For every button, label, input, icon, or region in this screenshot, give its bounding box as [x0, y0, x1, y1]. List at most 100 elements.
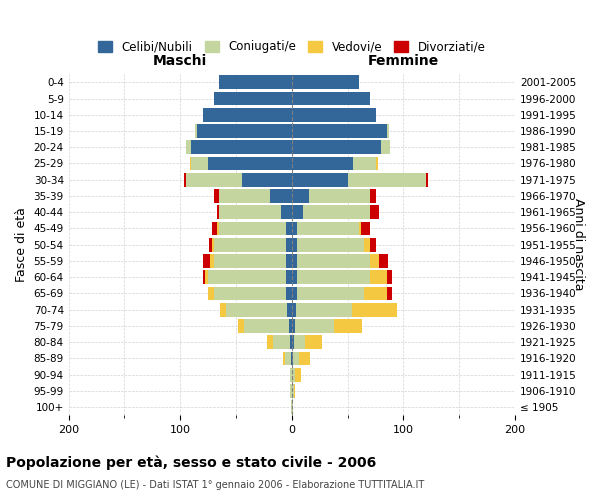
Bar: [290, 336, 292, 349]
Bar: [186, 173, 242, 186]
Bar: [208, 270, 286, 284]
Bar: [370, 206, 379, 219]
Bar: [291, 352, 292, 366]
Text: Maschi: Maschi: [153, 54, 208, 68]
Bar: [296, 303, 352, 316]
Bar: [308, 189, 370, 203]
Bar: [364, 238, 370, 252]
Bar: [191, 140, 292, 154]
Bar: [211, 254, 214, 268]
Bar: [283, 352, 285, 366]
Bar: [370, 238, 376, 252]
Bar: [298, 238, 364, 252]
Bar: [197, 124, 292, 138]
Bar: [286, 222, 292, 235]
Bar: [292, 238, 298, 252]
Bar: [387, 270, 392, 284]
Bar: [361, 222, 370, 235]
Bar: [203, 270, 205, 284]
Bar: [217, 222, 220, 235]
Bar: [381, 140, 390, 154]
Bar: [287, 303, 292, 316]
Bar: [292, 319, 295, 333]
Bar: [387, 124, 389, 138]
Bar: [299, 352, 310, 366]
Bar: [220, 189, 269, 203]
Bar: [208, 156, 292, 170]
Bar: [292, 206, 303, 219]
Bar: [426, 173, 428, 186]
Bar: [195, 124, 197, 138]
Bar: [186, 140, 191, 154]
Bar: [290, 384, 292, 398]
Bar: [291, 400, 292, 414]
Bar: [292, 140, 381, 154]
Bar: [290, 368, 292, 382]
Bar: [298, 270, 370, 284]
Bar: [205, 270, 208, 284]
Bar: [305, 336, 322, 349]
Bar: [212, 238, 214, 252]
Y-axis label: Anni di nascita: Anni di nascita: [572, 198, 585, 291]
Bar: [292, 124, 387, 138]
Text: Femmine: Femmine: [368, 54, 439, 68]
Bar: [217, 206, 220, 219]
Bar: [292, 173, 347, 186]
Bar: [303, 206, 370, 219]
Bar: [286, 286, 292, 300]
Bar: [208, 286, 214, 300]
Bar: [286, 254, 292, 268]
Bar: [370, 189, 376, 203]
Bar: [292, 222, 298, 235]
Bar: [184, 173, 186, 186]
Bar: [214, 254, 286, 268]
Bar: [214, 238, 286, 252]
Bar: [292, 156, 353, 170]
Bar: [190, 156, 191, 170]
Bar: [226, 303, 287, 316]
Bar: [285, 352, 291, 366]
Bar: [298, 222, 359, 235]
Bar: [242, 173, 292, 186]
Bar: [220, 222, 286, 235]
Bar: [294, 384, 295, 398]
Bar: [214, 92, 292, 106]
Bar: [292, 76, 359, 89]
Bar: [353, 156, 376, 170]
Bar: [214, 189, 220, 203]
Bar: [292, 108, 376, 122]
Bar: [292, 92, 370, 106]
Bar: [293, 352, 299, 366]
Bar: [298, 254, 370, 268]
Bar: [289, 319, 292, 333]
Bar: [220, 303, 226, 316]
Bar: [238, 319, 244, 333]
Bar: [191, 156, 208, 170]
Bar: [292, 303, 296, 316]
Bar: [359, 222, 361, 235]
Bar: [298, 286, 364, 300]
Text: Popolazione per età, sesso e stato civile - 2006: Popolazione per età, sesso e stato civil…: [6, 455, 376, 469]
Bar: [347, 173, 426, 186]
Bar: [244, 319, 289, 333]
Bar: [220, 206, 281, 219]
Bar: [295, 368, 301, 382]
Bar: [214, 286, 286, 300]
Bar: [387, 286, 392, 300]
Bar: [292, 286, 298, 300]
Bar: [379, 254, 388, 268]
Bar: [292, 270, 298, 284]
Bar: [292, 254, 298, 268]
Bar: [212, 222, 217, 235]
Bar: [292, 368, 295, 382]
Bar: [220, 76, 292, 89]
Bar: [273, 336, 290, 349]
Bar: [334, 319, 362, 333]
Bar: [209, 238, 212, 252]
Bar: [286, 270, 292, 284]
Bar: [292, 400, 293, 414]
Bar: [294, 336, 305, 349]
Bar: [370, 254, 379, 268]
Bar: [281, 206, 292, 219]
Bar: [203, 108, 292, 122]
